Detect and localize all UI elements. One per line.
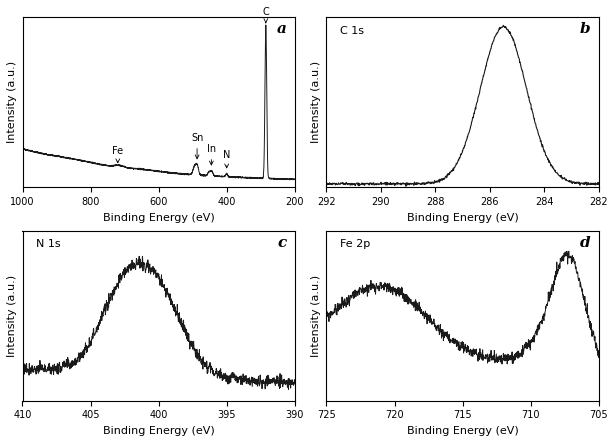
- Text: Fe 2p: Fe 2p: [340, 239, 370, 249]
- Text: C 1s: C 1s: [340, 26, 364, 36]
- Text: Sn: Sn: [191, 133, 204, 159]
- X-axis label: Binding Energy (eV): Binding Energy (eV): [407, 213, 518, 222]
- X-axis label: Binding Energy (eV): Binding Energy (eV): [103, 213, 215, 222]
- Text: b: b: [580, 23, 590, 36]
- Text: N 1s: N 1s: [36, 239, 61, 249]
- Text: c: c: [277, 236, 287, 250]
- X-axis label: Binding Energy (eV): Binding Energy (eV): [407, 426, 518, 436]
- Y-axis label: Intensity (a.u.): Intensity (a.u.): [7, 61, 17, 144]
- Text: N: N: [223, 150, 231, 168]
- Y-axis label: Intensity (a.u.): Intensity (a.u.): [7, 275, 17, 357]
- Text: C: C: [263, 7, 269, 23]
- Text: In: In: [207, 144, 216, 165]
- Y-axis label: Intensity (a.u.): Intensity (a.u.): [311, 61, 321, 144]
- Y-axis label: Intensity (a.u.): Intensity (a.u.): [311, 275, 321, 357]
- Text: d: d: [580, 236, 590, 250]
- Text: Fe: Fe: [112, 146, 124, 163]
- X-axis label: Binding Energy (eV): Binding Energy (eV): [103, 426, 215, 436]
- Text: a: a: [277, 23, 287, 36]
